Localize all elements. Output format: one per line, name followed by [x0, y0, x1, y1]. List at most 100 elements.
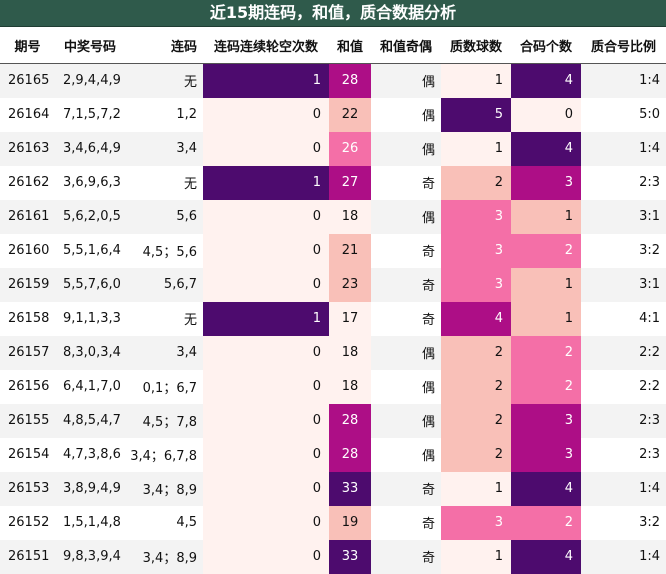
- cell-haoma: 9,1,1,3,3: [55, 301, 125, 336]
- table-row: 26163 3,4,6,4,9 3,4 0 26 偶 1 4 1:4: [0, 131, 666, 166]
- cell-hema: 2: [511, 369, 581, 404]
- cell-qihao: 26160: [0, 233, 55, 268]
- cell-lunkong: 0: [203, 97, 329, 132]
- table-title: 近15期连码，和值，质合数据分析: [0, 0, 666, 27]
- table-row: 26160 5,5,1,6,4 4,5；5,6 0 21 奇 3 2 3:2: [0, 233, 666, 268]
- table-row: 26155 4,8,5,4,7 4,5；7,8 0 28 偶 2 3 2:3: [0, 403, 666, 438]
- cell-lunkong: 0: [203, 437, 329, 472]
- cell-hezhi: 28: [329, 403, 371, 438]
- cell-jiou: 奇: [371, 165, 441, 200]
- cell-zhishu: 5: [441, 97, 511, 132]
- cell-qihao: 26159: [0, 267, 55, 302]
- cell-jiou: 偶: [371, 199, 441, 234]
- cell-qihao: 26151: [0, 539, 55, 574]
- cell-haoma: 4,8,5,4,7: [55, 403, 125, 438]
- cell-hema: 1: [511, 199, 581, 234]
- cell-lunkong: 0: [203, 471, 329, 506]
- cell-jiou: 偶: [371, 335, 441, 370]
- cell-jiou: 偶: [371, 369, 441, 404]
- cell-qihao: 26163: [0, 131, 55, 166]
- cell-haoma: 5,6,2,0,5: [55, 199, 125, 234]
- cell-bili: 2:3: [581, 437, 666, 472]
- cell-hema: 4: [511, 63, 581, 98]
- cell-haoma: 2,9,4,4,9: [55, 63, 125, 98]
- table-row: 26159 5,5,7,6,0 5,6,7 0 23 奇 3 1 3:1: [0, 267, 666, 302]
- cell-bili: 3:1: [581, 199, 666, 234]
- cell-qihao: 26156: [0, 369, 55, 404]
- cell-qihao: 26164: [0, 97, 55, 132]
- cell-hema: 1: [511, 267, 581, 302]
- table-row: 26152 1,5,1,4,8 4,5 0 19 奇 3 2 3:2: [0, 505, 666, 540]
- cell-lunkong: 0: [203, 233, 329, 268]
- header-hezhi: 和值: [329, 27, 371, 64]
- cell-qihao: 26165: [0, 63, 55, 98]
- cell-hema: 4: [511, 471, 581, 506]
- cell-haoma: 3,4,6,4,9: [55, 131, 125, 166]
- cell-lianma: 0,1；6,7: [125, 369, 203, 404]
- cell-hezhi: 18: [329, 199, 371, 234]
- cell-bili: 4:1: [581, 301, 666, 336]
- cell-lianma: 无: [125, 63, 203, 98]
- cell-bili: 3:2: [581, 505, 666, 540]
- cell-qihao: 26154: [0, 437, 55, 472]
- cell-hema: 2: [511, 335, 581, 370]
- cell-lianma: 4,5；7,8: [125, 403, 203, 438]
- header-row: 期号 中奖号码 连码 连码连续轮空次数 和值 和值奇偶 质数球数 合码个数 质合…: [0, 27, 666, 64]
- cell-zhishu: 1: [441, 131, 511, 166]
- cell-bili: 3:2: [581, 233, 666, 268]
- header-jiou: 和值奇偶: [371, 27, 441, 64]
- cell-qihao: 26152: [0, 505, 55, 540]
- cell-bili: 2:3: [581, 165, 666, 200]
- cell-hema: 3: [511, 437, 581, 472]
- cell-lunkong: 1: [203, 63, 329, 98]
- cell-bili: 5:0: [581, 97, 666, 132]
- cell-haoma: 5,5,1,6,4: [55, 233, 125, 268]
- cell-lunkong: 0: [203, 403, 329, 438]
- cell-zhishu: 1: [441, 539, 511, 574]
- cell-hezhi: 27: [329, 165, 371, 200]
- cell-zhishu: 3: [441, 505, 511, 540]
- cell-hezhi: 26: [329, 131, 371, 166]
- cell-qihao: 26161: [0, 199, 55, 234]
- table-row: 26151 9,8,3,9,4 3,4；8,9 0 33 奇 1 4 1:4: [0, 539, 666, 574]
- cell-jiou: 偶: [371, 97, 441, 132]
- header-lunkong: 连码连续轮空次数: [203, 27, 329, 64]
- table-row: 26153 3,8,9,4,9 3,4；8,9 0 33 奇 1 4 1:4: [0, 471, 666, 506]
- cell-zhishu: 3: [441, 199, 511, 234]
- cell-lianma: 4,5: [125, 505, 203, 540]
- table-row: 26158 9,1,1,3,3 无 1 17 奇 4 1 4:1: [0, 301, 666, 336]
- cell-zhishu: 2: [441, 335, 511, 370]
- cell-lunkong: 0: [203, 369, 329, 404]
- cell-qihao: 26158: [0, 301, 55, 336]
- cell-hezhi: 18: [329, 335, 371, 370]
- analysis-table: 期号 中奖号码 连码 连码连续轮空次数 和值 和值奇偶 质数球数 合码个数 质合…: [0, 27, 666, 574]
- cell-lianma: 3,4: [125, 131, 203, 166]
- cell-bili: 2:3: [581, 403, 666, 438]
- cell-hema: 0: [511, 97, 581, 132]
- cell-zhishu: 1: [441, 471, 511, 506]
- table-row: 26164 7,1,5,7,2 1,2 0 22 偶 5 0 5:0: [0, 97, 666, 132]
- cell-hezhi: 28: [329, 437, 371, 472]
- cell-lianma: 5,6: [125, 199, 203, 234]
- cell-qihao: 26162: [0, 165, 55, 200]
- cell-zhishu: 2: [441, 369, 511, 404]
- cell-haoma: 8,3,0,3,4: [55, 335, 125, 370]
- cell-jiou: 偶: [371, 437, 441, 472]
- table-row: 26161 5,6,2,0,5 5,6 0 18 偶 3 1 3:1: [0, 199, 666, 234]
- cell-bili: 1:4: [581, 471, 666, 506]
- table-row: 26162 3,6,9,6,3 无 1 27 奇 2 3 2:3: [0, 165, 666, 200]
- table-row: 26156 6,4,1,7,0 0,1；6,7 0 18 偶 2 2 2:2: [0, 369, 666, 404]
- table-row: 26154 4,7,3,8,6 3,4；6,7,8 0 28 偶 2 3 2:3: [0, 437, 666, 472]
- cell-lunkong: 1: [203, 165, 329, 200]
- cell-jiou: 偶: [371, 131, 441, 166]
- cell-hema: 4: [511, 131, 581, 166]
- cell-haoma: 5,5,7,6,0: [55, 267, 125, 302]
- cell-hezhi: 21: [329, 233, 371, 268]
- cell-hezhi: 22: [329, 97, 371, 132]
- cell-bili: 1:4: [581, 539, 666, 574]
- cell-hema: 2: [511, 233, 581, 268]
- cell-haoma: 1,5,1,4,8: [55, 505, 125, 540]
- cell-jiou: 奇: [371, 267, 441, 302]
- header-bili: 质合号比例: [581, 27, 666, 64]
- cell-zhishu: 3: [441, 233, 511, 268]
